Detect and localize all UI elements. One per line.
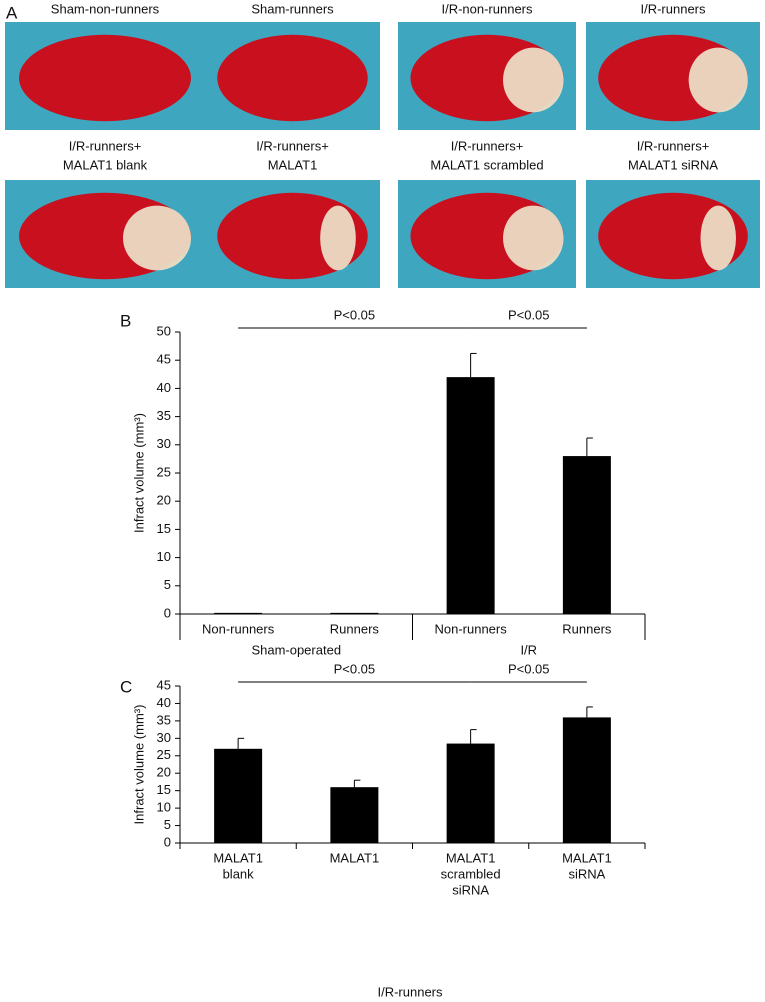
y-tick-label: 20	[157, 493, 171, 508]
y-tick-label: 5	[164, 817, 171, 832]
image-caption: MALAT1	[268, 157, 318, 172]
significance-label: P<0.05	[334, 661, 376, 676]
y-tick-label: 0	[164, 834, 171, 849]
y-tick-label: 45	[157, 677, 171, 692]
image-caption: I/R-runners	[640, 1, 706, 16]
x-tick-label: siRNA	[452, 882, 489, 897]
y-tick-label: 25	[157, 747, 171, 762]
brain-slice	[19, 34, 191, 122]
y-tick-label: 40	[157, 695, 171, 710]
panel-label: B	[120, 311, 131, 330]
image-caption: MALAT1 siRNA	[628, 157, 718, 172]
y-tick-label: 35	[157, 712, 171, 727]
image-caption: I/R-runners+	[637, 138, 710, 153]
x-tick-label: MALAT1	[213, 850, 263, 865]
x-tick-label: Non-runners	[202, 621, 275, 636]
x-tick-label: MALAT1	[446, 850, 496, 865]
infarct	[320, 205, 356, 271]
y-tick-label: 30	[157, 730, 171, 745]
bar	[214, 748, 263, 843]
panel-label: A	[6, 3, 18, 22]
group-label: Sham-operated	[251, 642, 341, 657]
y-axis-label: Infract volume (mm³)	[131, 413, 146, 533]
image-caption: I/R-runners+	[256, 138, 329, 153]
x-tick-label: MALAT1	[330, 850, 380, 865]
x-tick-label: scrambled	[441, 866, 501, 881]
bar	[446, 377, 495, 614]
y-tick-label: 40	[157, 380, 171, 395]
bar	[330, 612, 379, 614]
bar	[446, 743, 495, 843]
y-tick-label: 0	[164, 605, 171, 620]
y-tick-label: 50	[157, 323, 171, 338]
y-tick-label: 35	[157, 408, 171, 423]
y-tick-label: 25	[157, 464, 171, 479]
x-tick-label: siRNA	[568, 866, 605, 881]
image-caption: I/R-runners+	[451, 138, 524, 153]
x-tick-label: blank	[223, 866, 255, 881]
y-tick-label: 20	[157, 765, 171, 780]
y-tick-label: 5	[164, 577, 171, 592]
y-tick-label: 10	[157, 800, 171, 815]
y-tick-label: 15	[157, 521, 171, 536]
x-tick-label: Runners	[330, 621, 380, 636]
y-tick-label: 45	[157, 352, 171, 367]
significance-label: P<0.05	[508, 661, 550, 676]
brain-slice	[217, 34, 368, 122]
panel-label: C	[120, 677, 132, 696]
x-tick-label: MALAT1	[562, 850, 612, 865]
x-tick-label: Non-runners	[434, 621, 507, 636]
y-tick-label: 30	[157, 436, 171, 451]
image-caption: Sham-non-runners	[51, 1, 160, 16]
bar	[562, 717, 611, 843]
y-tick-label: 10	[157, 549, 171, 564]
image-caption: I/R-runners+	[69, 138, 142, 153]
infarct	[503, 205, 564, 271]
bar	[562, 456, 611, 614]
bar	[330, 787, 379, 843]
y-tick-label: 15	[157, 782, 171, 797]
group-label: I/R	[520, 642, 537, 657]
image-caption: Sham-runners	[251, 1, 334, 16]
x-tick-label: Runners	[562, 621, 612, 636]
bar	[214, 612, 263, 614]
image-caption: I/R-non-runners	[441, 1, 533, 16]
x-axis-label: I/R-runners	[377, 984, 443, 999]
infarct	[700, 205, 736, 271]
infarct	[688, 47, 748, 113]
image-caption: MALAT1 blank	[63, 157, 148, 172]
image-caption: MALAT1 scrambled	[430, 157, 543, 172]
significance-label: P<0.05	[508, 307, 550, 322]
significance-label: P<0.05	[334, 307, 376, 322]
infarct	[123, 205, 191, 271]
y-axis-label: Infract volume (mm³)	[131, 705, 146, 825]
infarct	[503, 47, 564, 113]
